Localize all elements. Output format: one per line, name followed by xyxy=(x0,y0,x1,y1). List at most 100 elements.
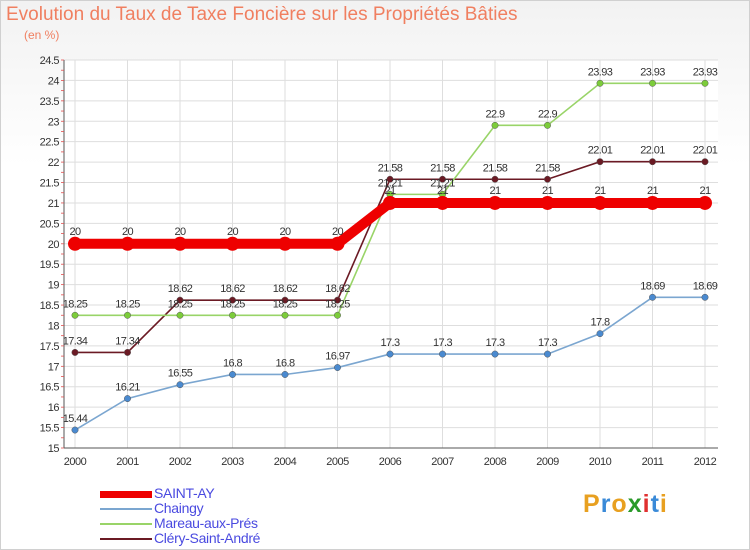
data-point xyxy=(330,236,345,251)
y-tick-label: 22.5 xyxy=(40,137,60,149)
data-point xyxy=(649,158,656,166)
data-label: 23.93 xyxy=(640,66,665,78)
y-tick-label: 23.5 xyxy=(40,96,60,108)
logo-letter: P xyxy=(583,490,601,518)
data-point xyxy=(383,195,397,210)
data-point xyxy=(120,236,135,251)
data-point xyxy=(596,158,604,166)
data-label: 17.3 xyxy=(380,337,399,349)
data-label: 21.21 xyxy=(378,177,403,189)
y-tick-label: 18.5 xyxy=(40,300,60,312)
data-label: 16.97 xyxy=(325,351,350,363)
data-point xyxy=(281,296,289,304)
data-label: 17.34 xyxy=(115,335,140,347)
data-point xyxy=(176,311,184,319)
logo-letter: i xyxy=(659,490,668,518)
data-label: 20 xyxy=(332,226,344,238)
data-point xyxy=(124,395,131,403)
data-point xyxy=(173,236,187,251)
data-point xyxy=(176,381,184,389)
data-point xyxy=(386,175,394,183)
x-tick-label: 2007 xyxy=(431,456,454,468)
data-point xyxy=(278,236,292,251)
data-point xyxy=(334,364,341,371)
x-tick-label: 2008 xyxy=(484,456,507,468)
x-tick-label: 2009 xyxy=(536,456,559,468)
data-point xyxy=(491,175,499,183)
data-label: 22.01 xyxy=(588,145,613,157)
data-point xyxy=(649,293,656,301)
data-point xyxy=(544,350,551,358)
data-label: 18.69 xyxy=(640,280,665,292)
data-label: 17.8 xyxy=(590,317,609,329)
data-point xyxy=(124,348,131,356)
data-point xyxy=(544,121,551,129)
data-label: 21 xyxy=(699,185,711,197)
data-point xyxy=(439,350,446,358)
proxiti-logo: Proxiti xyxy=(583,490,668,519)
y-tick-label: 19.5 xyxy=(40,259,60,271)
data-point xyxy=(71,311,79,319)
data-label: 20 xyxy=(279,226,291,238)
data-label: 20 xyxy=(227,226,239,238)
logo-letter: i xyxy=(642,490,651,518)
data-point xyxy=(334,311,341,319)
data-point xyxy=(71,348,79,356)
data-point xyxy=(701,79,709,87)
data-label: 17.34 xyxy=(63,335,88,347)
data-label: 21 xyxy=(437,185,449,197)
y-tick-label: 15 xyxy=(48,443,60,455)
data-label: 16.8 xyxy=(275,357,294,369)
logo-letter: r xyxy=(600,490,612,518)
y-tick-label: 16.5 xyxy=(40,382,60,394)
x-tick-label: 2003 xyxy=(221,456,244,468)
y-tick-label: 18 xyxy=(48,320,60,332)
data-label: 20 xyxy=(122,226,134,238)
data-label: 18.69 xyxy=(693,280,718,292)
y-tick-label: 16 xyxy=(48,402,60,414)
data-label: 20 xyxy=(69,226,81,238)
data-label: 22.9 xyxy=(538,108,557,120)
data-label: 21.58 xyxy=(535,162,560,174)
x-tick-label: 2011 xyxy=(642,456,664,468)
data-point xyxy=(698,195,712,210)
x-tick-label: 2010 xyxy=(589,456,612,468)
x-tick-label: 2002 xyxy=(169,456,192,468)
data-point xyxy=(544,175,551,183)
data-label: 18.62 xyxy=(325,283,350,295)
x-tick-label: 2000 xyxy=(64,456,87,468)
y-tick-label: 23 xyxy=(48,116,60,128)
data-point xyxy=(596,79,604,87)
data-point xyxy=(281,311,289,319)
data-label: 21 xyxy=(384,185,396,197)
data-label: 18.62 xyxy=(220,283,245,295)
data-point xyxy=(701,158,709,166)
data-label: 16.21 xyxy=(115,382,140,394)
data-label: 22.9 xyxy=(485,108,504,120)
y-tick-label: 21 xyxy=(48,198,60,210)
data-label: 16.8 xyxy=(223,357,242,369)
data-point xyxy=(71,426,79,434)
data-point xyxy=(649,79,656,87)
data-label: 21.58 xyxy=(483,162,508,174)
data-label: 15.44 xyxy=(63,413,88,425)
data-label: 21.21 xyxy=(430,177,455,189)
data-label: 18.25 xyxy=(63,298,88,310)
data-label: 21 xyxy=(542,185,554,197)
data-point xyxy=(701,293,709,301)
data-point xyxy=(176,296,184,304)
plot-area xyxy=(64,60,718,448)
data-label: 21 xyxy=(489,185,501,197)
data-label: 17.3 xyxy=(538,337,557,349)
data-point xyxy=(491,350,499,358)
data-label: 17.3 xyxy=(433,337,452,349)
legend-swatch-chaingy xyxy=(100,508,152,510)
data-point xyxy=(491,121,499,129)
y-tick-label: 22 xyxy=(48,157,60,169)
y-tick-label: 24 xyxy=(48,75,60,87)
y-tick-label: 24.5 xyxy=(40,55,60,67)
data-label: 18.25 xyxy=(273,298,298,310)
legend-label-clery: Cléry-Saint-André xyxy=(154,530,261,546)
y-tick-label: 20.5 xyxy=(40,218,60,230)
